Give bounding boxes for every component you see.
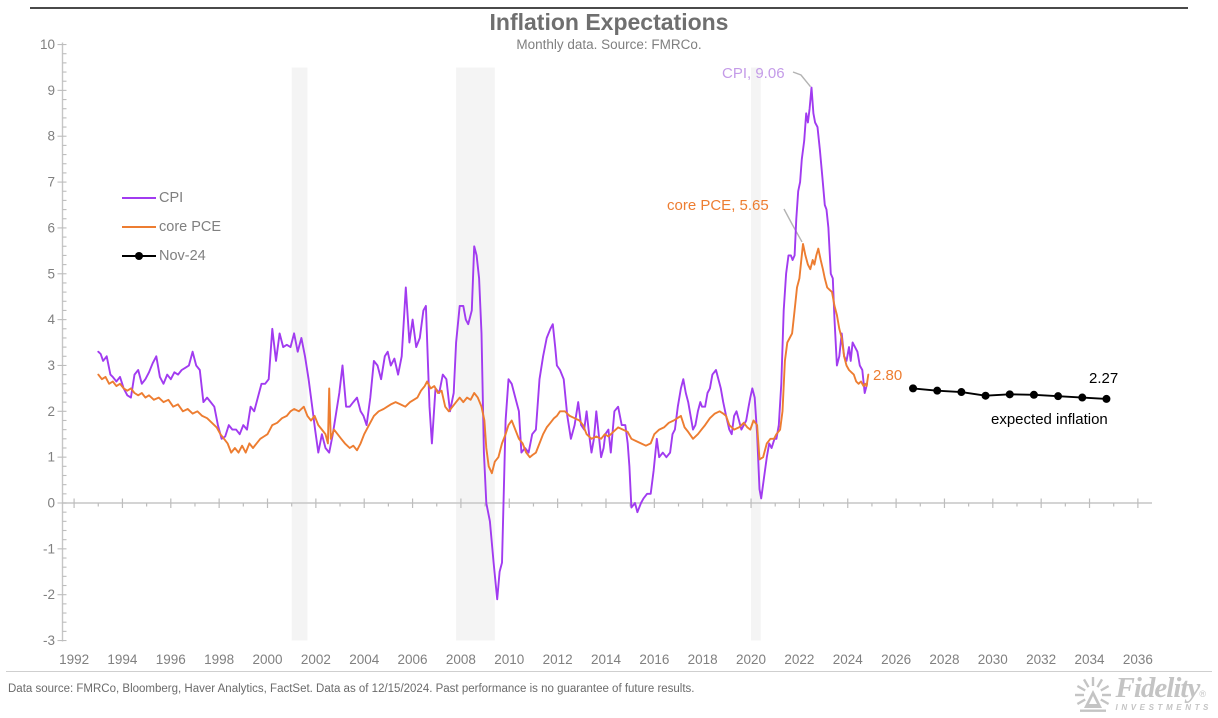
fidelity-wordmark: Fidelity [1115,672,1201,704]
legend-label-core-pce: core PCE [159,218,222,235]
x-tick-label: 2016 [639,652,669,667]
legend-item-cpi: CPI [122,183,221,212]
nov-24-data-point [1005,390,1014,399]
nov-24-marker-dot [135,251,143,260]
x-tick-label: 2018 [688,652,718,667]
recession-band [456,67,495,641]
recession-band [751,67,761,641]
x-tick-label: 2008 [446,652,476,667]
expected-inflation-label: expected inflation [991,411,1108,428]
y-tick-label: 10 [40,37,55,52]
chart-legend: CPI core PCE Nov-24 [122,183,221,270]
footer-disclaimer: Data source: FMRCo, Bloomberg, Haver Ana… [8,683,695,695]
x-tick-label: 1996 [156,652,186,667]
x-tick-label: 1992 [59,652,89,667]
chart-title: Inflation Expectations [489,9,729,35]
x-tick-label: 2010 [494,652,524,667]
nov-24-data-point [1054,392,1063,401]
nov-24-line-swatch [122,251,156,260]
x-tick-label: 2000 [252,652,282,667]
x-tick-label: 2020 [736,652,766,667]
x-tick-label: 1998 [204,652,234,667]
x-tick-label: 2002 [301,652,331,667]
x-tick-label: 2022 [784,652,814,667]
fidelity-pyramid-icon [1074,677,1111,712]
nov-24-data-point [957,388,966,397]
cpi-peak-leader-line [792,71,812,88]
y-tick-label: 3 [47,358,55,373]
x-tick-label: 2034 [1074,652,1105,667]
fidelity-logo: Fidelity® INVESTMENTS [1072,674,1213,716]
core-pce-peak-leader-line [783,208,803,243]
x-tick-label: 2028 [929,652,959,667]
nov-24-data-point [1102,394,1111,403]
core-pce-line-swatch [122,225,156,228]
cpi-line-swatch [122,196,156,199]
x-tick-label: 2036 [1123,652,1153,667]
x-tick-label: 2024 [833,652,864,667]
core-pce-last-value-label: 2.80 [873,367,903,384]
x-tick-label: 2004 [349,652,380,667]
nov-24-data-point [933,386,942,395]
y-tick-label: 9 [47,83,55,98]
nov-24-data-point [1029,390,1038,399]
y-tick-label: 2 [47,404,55,419]
x-tick-label: 2030 [978,652,1008,667]
x-tick-label: 2014 [591,652,622,667]
y-tick-label: 1 [47,450,55,465]
legend-item-core-pce: core PCE [122,212,221,241]
y-tick-label: 4 [47,312,55,327]
legend-label-cpi: CPI [159,189,184,206]
y-tick-label: 0 [47,496,55,511]
x-tick-label: 2006 [398,652,428,667]
y-tick-label: -2 [43,587,55,602]
nov-24-data-point [981,391,990,400]
y-tick-label: 6 [47,220,55,235]
x-tick-label: 2012 [543,652,573,667]
core-pce-peak-annotation: core PCE, 5.65 [667,197,769,214]
y-tick-label: 5 [47,266,55,281]
y-tick-label: 8 [47,129,55,144]
recession-band [291,67,308,641]
legend-label-nov-24: Nov-24 [159,247,206,264]
chart-subtitle: Monthly data. Source: FMRCo. [516,37,702,52]
x-tick-label: 2026 [881,652,911,667]
legend-item-nov-24: Nov-24 [122,241,221,270]
nov-24-data-point [1078,393,1087,402]
fidelity-investments-label: INVESTMENTS [1115,703,1212,712]
nov-24-data-point [909,384,918,393]
core-pce-line [97,243,870,475]
x-tick-label: 1994 [107,652,138,667]
footer-separator-line [6,671,1212,672]
x-tick-label: 2032 [1026,652,1056,667]
y-tick-label: 7 [47,175,55,190]
y-tick-label: -3 [43,633,55,648]
y-tick-label: -1 [43,541,55,556]
cpi-peak-annotation: CPI, 9.06 [722,65,785,82]
top-border-rule [30,7,1188,9]
registered-mark: ® [1199,689,1206,699]
expected-inflation-last-value-label: 2.27 [1089,370,1119,387]
